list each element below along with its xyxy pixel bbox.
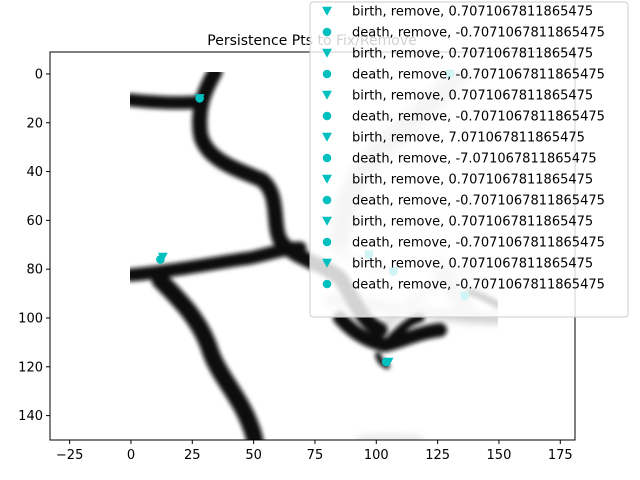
legend-marker-12 [322, 258, 332, 268]
x-tick-label: 125 [425, 448, 450, 463]
y-axis: 0 20 40 60 80 100 120 140 [18, 67, 50, 424]
legend-label-4: birth, remove, 0.7071067811865475 [352, 89, 593, 104]
x-tick-label: 175 [548, 448, 573, 463]
marker-circle-3-0 [156, 255, 165, 264]
x-tick-label: 0 [127, 448, 135, 463]
x-tick-label: 25 [184, 448, 201, 463]
legend-label-5: death, remove, -0.7071067811865475 [352, 110, 605, 125]
x-tick-label: 50 [245, 448, 262, 463]
legend-marker-0 [322, 6, 332, 16]
legend-label-13: death, remove, -0.7071067811865475 [352, 278, 605, 293]
legend-marker-8 [322, 174, 332, 184]
x-axis: −25 0 25 50 75 100 125 150 175 [56, 440, 573, 463]
marker-circle-1-0 [195, 94, 204, 103]
marker-circle-5-0 [381, 357, 391, 367]
y-tick-label: 40 [26, 165, 43, 180]
y-tick-label: 120 [18, 360, 43, 375]
legend-marker-7 [322, 153, 332, 163]
x-tick-label: 150 [487, 448, 512, 463]
legend-marker-4 [322, 90, 332, 100]
y-tick-label: 60 [26, 214, 43, 229]
legend-label-10: birth, remove, 0.7071067811865475 [352, 215, 593, 230]
legend-label-2: birth, remove, 0.7071067811865475 [352, 47, 593, 62]
legend-marker-5 [322, 111, 332, 121]
legend-label-0: birth, remove, 0.7071067811865475 [352, 5, 593, 20]
y-tick-label: 80 [26, 263, 43, 278]
y-tick-label: 20 [26, 116, 43, 131]
y-tick-label: 100 [18, 311, 43, 326]
y-tick-label: 140 [18, 409, 43, 424]
legend: birth, remove, 0.7071067811865475 death, … [309, 1, 629, 318]
legend-box [309, 1, 629, 318]
legend-marker-13 [322, 279, 332, 289]
legend-marker-3 [322, 69, 332, 79]
legend-label-7: death, remove, -7.071067811865475 [352, 152, 597, 167]
x-tick-label: 100 [364, 448, 389, 463]
legend-label-3: death, remove, -0.7071067811865475 [352, 68, 605, 83]
legend-label-1: death, remove, -0.7071067811865475 [352, 26, 605, 41]
legend-marker-9 [322, 195, 332, 205]
legend-marker-11 [322, 237, 332, 247]
x-tick-label: 75 [307, 448, 324, 463]
legend-label-6: birth, remove, 7.071067811865475 [352, 131, 585, 146]
legend-label-11: death, remove, -0.7071067811865475 [352, 236, 605, 251]
legend-marker-6 [322, 132, 332, 142]
x-tick-label: −25 [56, 448, 83, 463]
legend-marker-1 [322, 27, 332, 37]
legend-marker-10 [322, 216, 332, 226]
legend-label-9: death, remove, -0.7071067811865475 [352, 194, 605, 209]
legend-marker-2 [322, 48, 332, 58]
legend-label-12: birth, remove, 0.7071067811865475 [352, 257, 593, 272]
y-tick-label: 0 [35, 67, 43, 82]
legend-label-8: birth, remove, 0.7071067811865475 [352, 173, 593, 188]
